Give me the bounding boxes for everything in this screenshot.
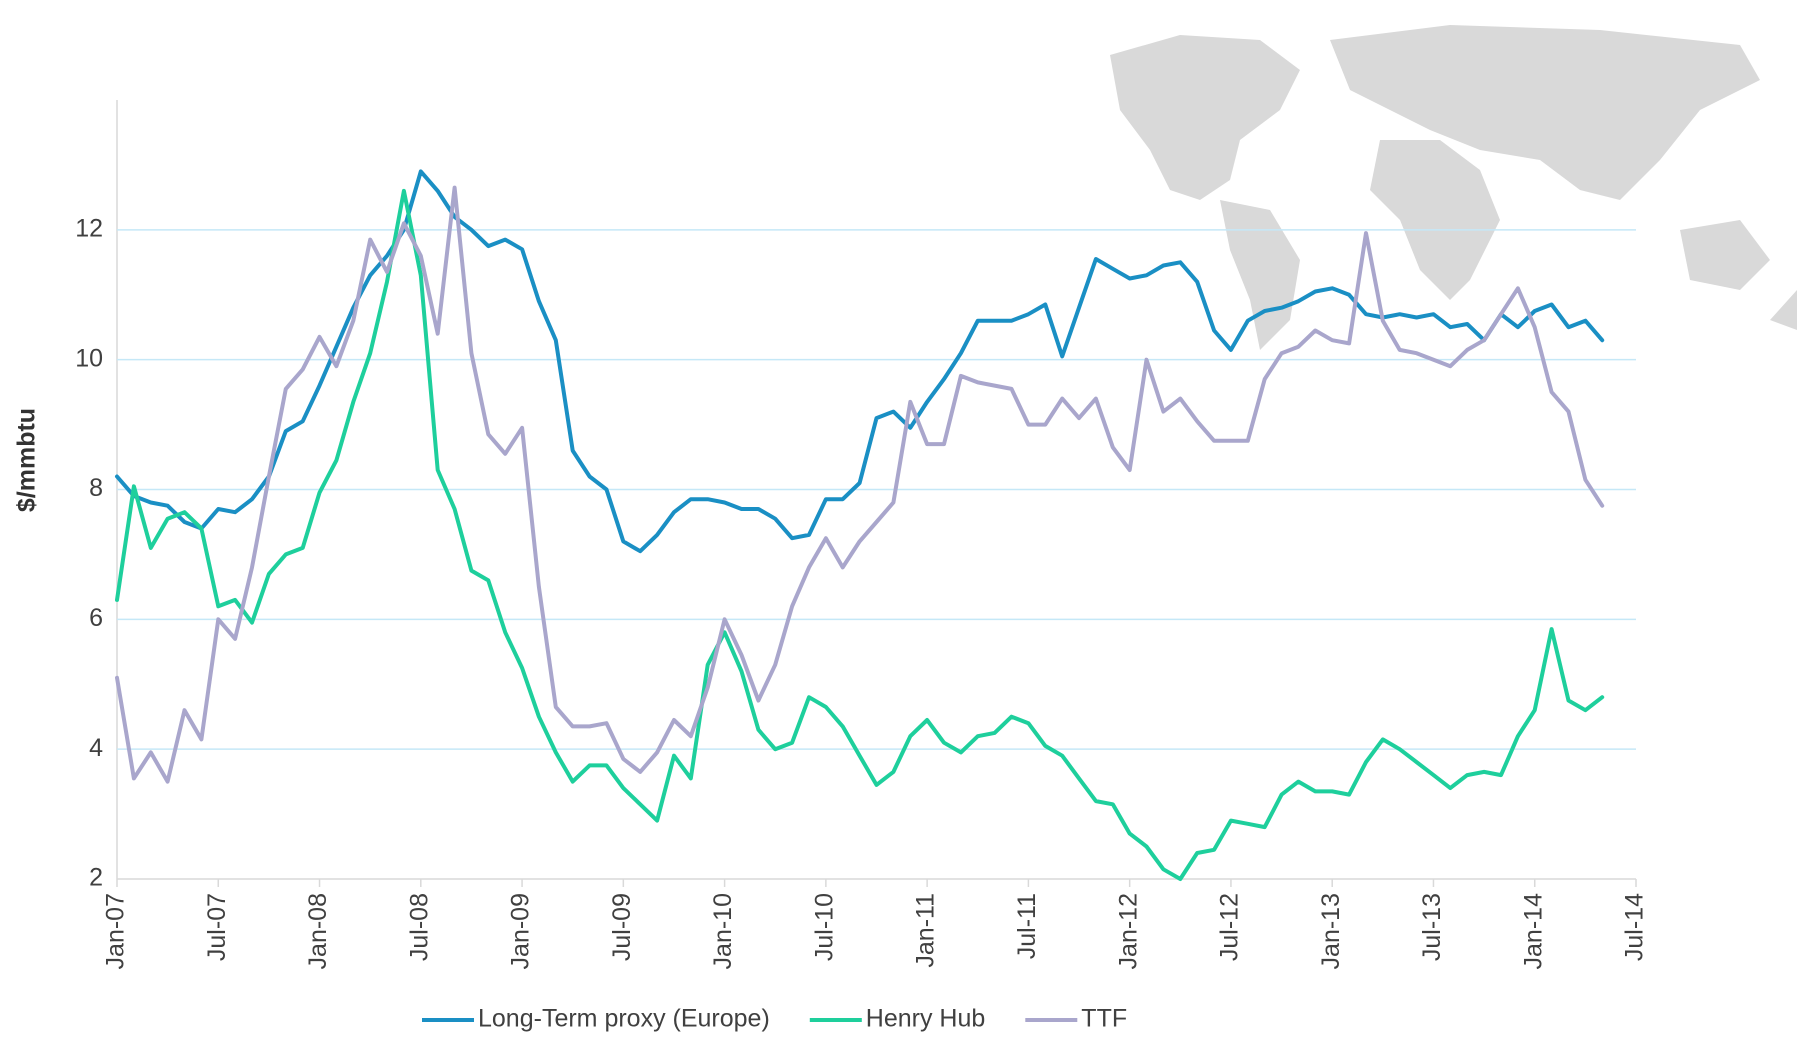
series-line (115, 188, 1605, 881)
x-tick-label: Jan-07 (102, 893, 130, 969)
x-tick-label: Jul-10 (810, 893, 838, 961)
x-tick-label: Jul-07 (203, 893, 231, 961)
world-map (1110, 25, 1797, 350)
x-tick-label: Jan-11 (912, 893, 940, 968)
x-tick-label: Jan-14 (1519, 893, 1547, 970)
y-tick-label: 12 (75, 214, 103, 242)
legend-label: Henry Hub (866, 1005, 986, 1033)
legend-label: Long-Term proxy (Europe) (478, 1005, 770, 1033)
y-tick-label: 2 (89, 864, 103, 892)
x-tick-label: Jul-11 (1013, 893, 1041, 959)
x-tick-label: Jan-09 (507, 893, 535, 969)
x-tick-label: Jul-09 (608, 893, 636, 961)
x-tick-label: Jul-13 (1418, 893, 1446, 961)
y-tick-label: 10 (75, 344, 103, 372)
y-tick-label: 6 (89, 604, 103, 632)
y-tick-label: 8 (89, 474, 103, 502)
x-tick-label: Jan-13 (1317, 893, 1345, 969)
x-tick-label: Jan-12 (1114, 893, 1142, 969)
x-tick-label: Jul-12 (1216, 893, 1244, 961)
x-tick-label: Jul-14 (1621, 893, 1649, 961)
legend-label: TTF (1081, 1005, 1127, 1033)
series-line (115, 185, 1605, 784)
y-tick-label: 4 (89, 734, 103, 762)
x-tick-label: Jul-08 (405, 893, 433, 961)
y-axis-label: $/mmbtu (13, 408, 41, 512)
x-tick-label: Jan-08 (304, 893, 332, 969)
x-tick-label: Jan-10 (709, 893, 737, 969)
